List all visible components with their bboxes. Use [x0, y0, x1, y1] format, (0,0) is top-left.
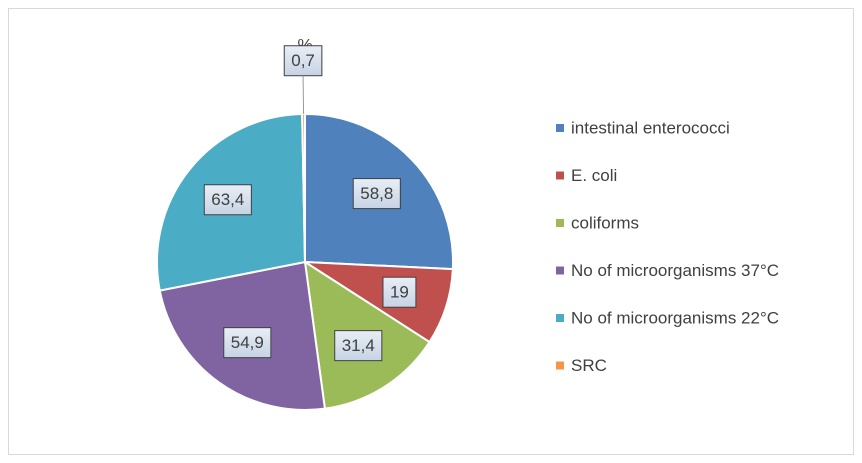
data-label: 58,8 — [352, 178, 401, 210]
data-label: 54,9 — [223, 327, 272, 359]
label-box — [382, 276, 417, 308]
data-label: 31,4 — [334, 330, 383, 362]
data-label: 0,7 — [283, 45, 323, 77]
legend-swatch — [556, 124, 564, 132]
label-box — [334, 330, 383, 362]
legend-swatch — [556, 266, 564, 275]
label-box — [223, 327, 272, 359]
legend-swatch — [556, 171, 564, 180]
data-label-text: 54,9 — [231, 333, 264, 352]
legend-swatch — [556, 314, 564, 322]
legend-label: No of microorganisms 37°C — [571, 261, 779, 280]
legend: intestinal enterococci E. coli coliforms No… — [556, 118, 779, 375]
legend-swatch — [556, 361, 564, 370]
label-box — [203, 184, 252, 216]
label-box — [283, 45, 323, 77]
legend-label: No of microorganisms 22°C — [571, 308, 779, 327]
data-label-text: 31,4 — [342, 336, 375, 355]
data-label-text: 0,7 — [291, 51, 315, 70]
label-box — [352, 178, 401, 210]
data-label: 63,4 — [203, 184, 252, 216]
legend-label: E. coli — [571, 166, 617, 185]
leader-line — [302, 75, 305, 115]
legend-swatch — [556, 219, 564, 227]
data-label-text: 19 — [390, 283, 409, 302]
data-label: 19 — [382, 276, 417, 308]
legend-label: SRC — [571, 356, 607, 375]
pie — [156, 112, 454, 411]
data-label-text: 58,8 — [360, 184, 393, 203]
data-label-text: 63,4 — [211, 190, 244, 209]
data-labels: 58,8 19 31,4 54,9 63,4 0,7 — [203, 45, 417, 362]
legend-label: coliforms — [571, 213, 639, 232]
legend-label: intestinal enterococci — [571, 118, 730, 137]
